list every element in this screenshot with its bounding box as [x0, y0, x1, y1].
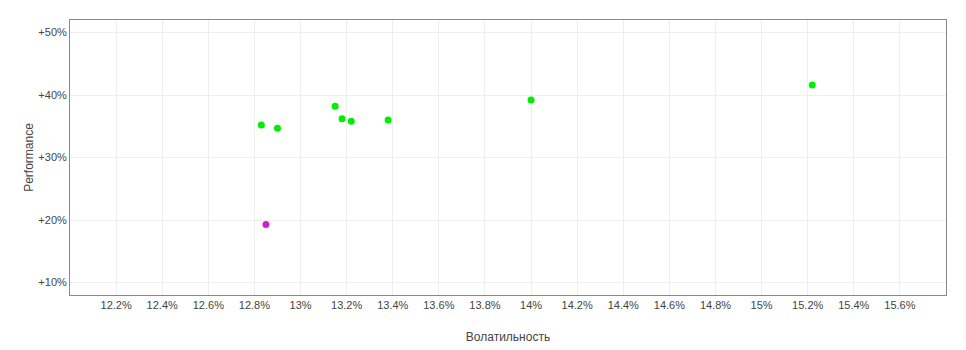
svg-text:14.2%: 14.2%: [562, 299, 593, 311]
svg-text:14.8%: 14.8%: [700, 299, 731, 311]
svg-text:Performance: Performance: [22, 123, 36, 192]
svg-text:12.6%: 12.6%: [193, 299, 224, 311]
svg-text:13.6%: 13.6%: [423, 299, 454, 311]
svg-text:13.8%: 13.8%: [469, 299, 500, 311]
svg-text:+30%: +30%: [38, 151, 67, 163]
svg-text:+20%: +20%: [38, 214, 67, 226]
svg-text:14.6%: 14.6%: [654, 299, 685, 311]
svg-text:13.2%: 13.2%: [331, 299, 362, 311]
svg-text:15.2%: 15.2%: [792, 299, 823, 311]
svg-text:14%: 14%: [520, 299, 542, 311]
svg-text:12.2%: 12.2%: [101, 299, 132, 311]
svg-text:14.4%: 14.4%: [608, 299, 639, 311]
svg-text:12.8%: 12.8%: [239, 299, 270, 311]
svg-text:12.4%: 12.4%: [147, 299, 178, 311]
svg-text:13%: 13%: [290, 299, 312, 311]
svg-text:+10%: +10%: [38, 276, 67, 288]
svg-text:15.4%: 15.4%: [838, 299, 869, 311]
svg-text:+50%: +50%: [38, 26, 67, 38]
svg-text:Волатильность: Волатильность: [466, 330, 550, 344]
svg-text:15.6%: 15.6%: [884, 299, 915, 311]
svg-text:+40%: +40%: [38, 89, 67, 101]
svg-text:13.4%: 13.4%: [377, 299, 408, 311]
svg-text:15%: 15%: [751, 299, 773, 311]
